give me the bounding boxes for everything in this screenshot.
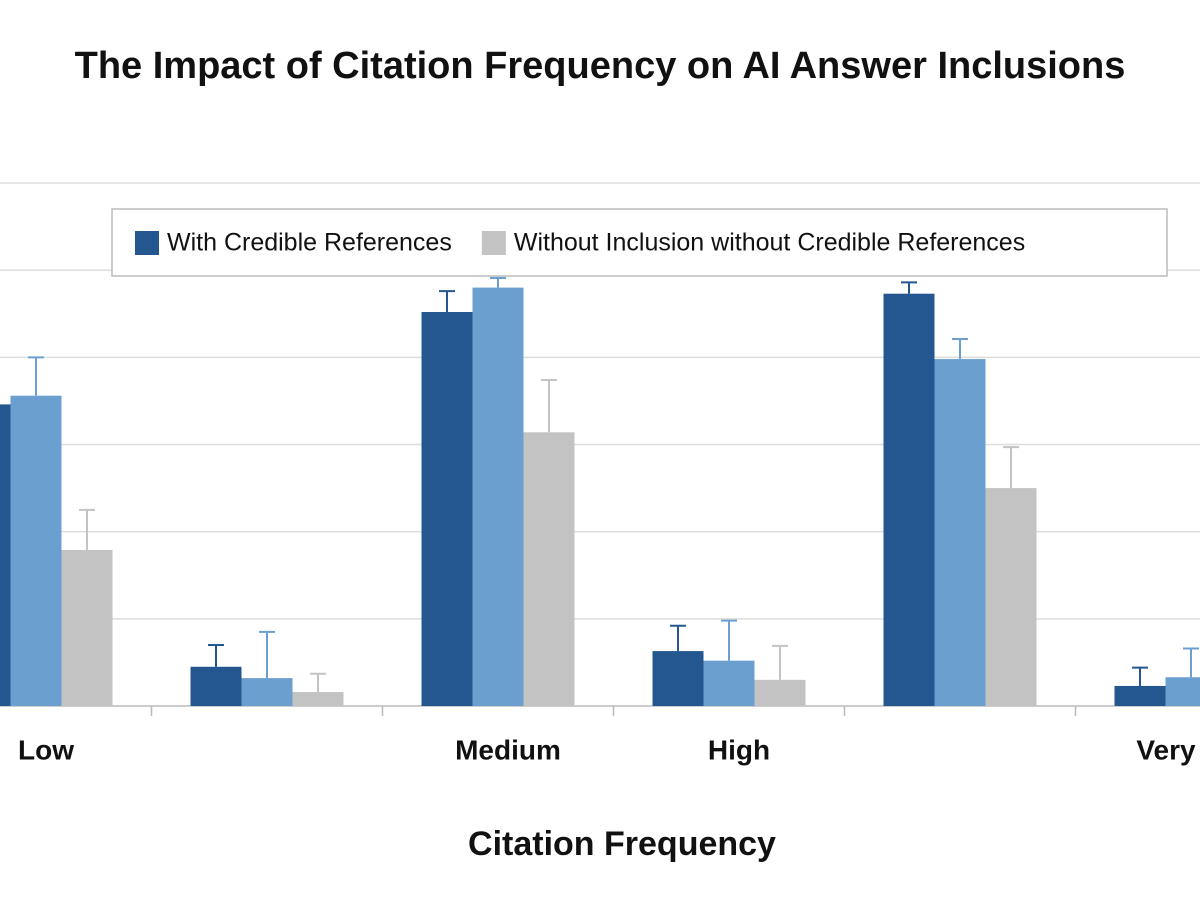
error-bar	[208, 643, 224, 667]
bar	[523, 432, 575, 706]
bar	[241, 678, 293, 706]
error-bar	[1132, 666, 1148, 686]
legend-label: Without Inclusion without Credible Refer…	[514, 229, 1025, 257]
legend-box	[111, 208, 1168, 277]
legend-swatch	[135, 231, 159, 255]
x-tick-label: Very High	[1136, 734, 1200, 765]
error-bar	[259, 630, 275, 679]
x-tick-label: Low	[18, 734, 74, 765]
error-bar	[772, 644, 788, 680]
x-tick-label: Medium	[455, 734, 561, 765]
bar	[0, 404, 11, 706]
bar	[10, 395, 62, 706]
bar	[190, 666, 242, 706]
bar	[985, 488, 1037, 706]
bar	[703, 660, 755, 706]
bar	[652, 651, 704, 706]
error-bar	[28, 356, 44, 396]
error-bar	[952, 338, 968, 360]
bar	[883, 293, 935, 706]
x-tick-label: High	[708, 734, 770, 765]
error-bar	[1003, 446, 1019, 489]
error-bar	[439, 290, 455, 313]
error-bar	[1183, 647, 1199, 678]
bar	[1165, 677, 1200, 706]
legend-swatch	[481, 231, 506, 255]
bar	[1114, 685, 1166, 706]
bar	[421, 312, 473, 706]
error-bar	[310, 672, 326, 693]
bar	[934, 359, 986, 706]
error-bar	[541, 378, 557, 433]
error-bar	[901, 281, 917, 294]
bar	[292, 692, 344, 706]
error-bar	[721, 619, 737, 661]
legend-label: With Credible References	[167, 229, 452, 257]
error-bar	[670, 624, 686, 652]
error-bar	[79, 508, 95, 550]
x-axis-label: Citation Frequency	[468, 825, 776, 863]
bar	[754, 679, 806, 706]
chart-title: The Impact of Citation Frequency on AI A…	[75, 45, 1126, 87]
bar	[61, 549, 113, 706]
bar	[472, 287, 524, 706]
error-bar	[490, 277, 506, 288]
